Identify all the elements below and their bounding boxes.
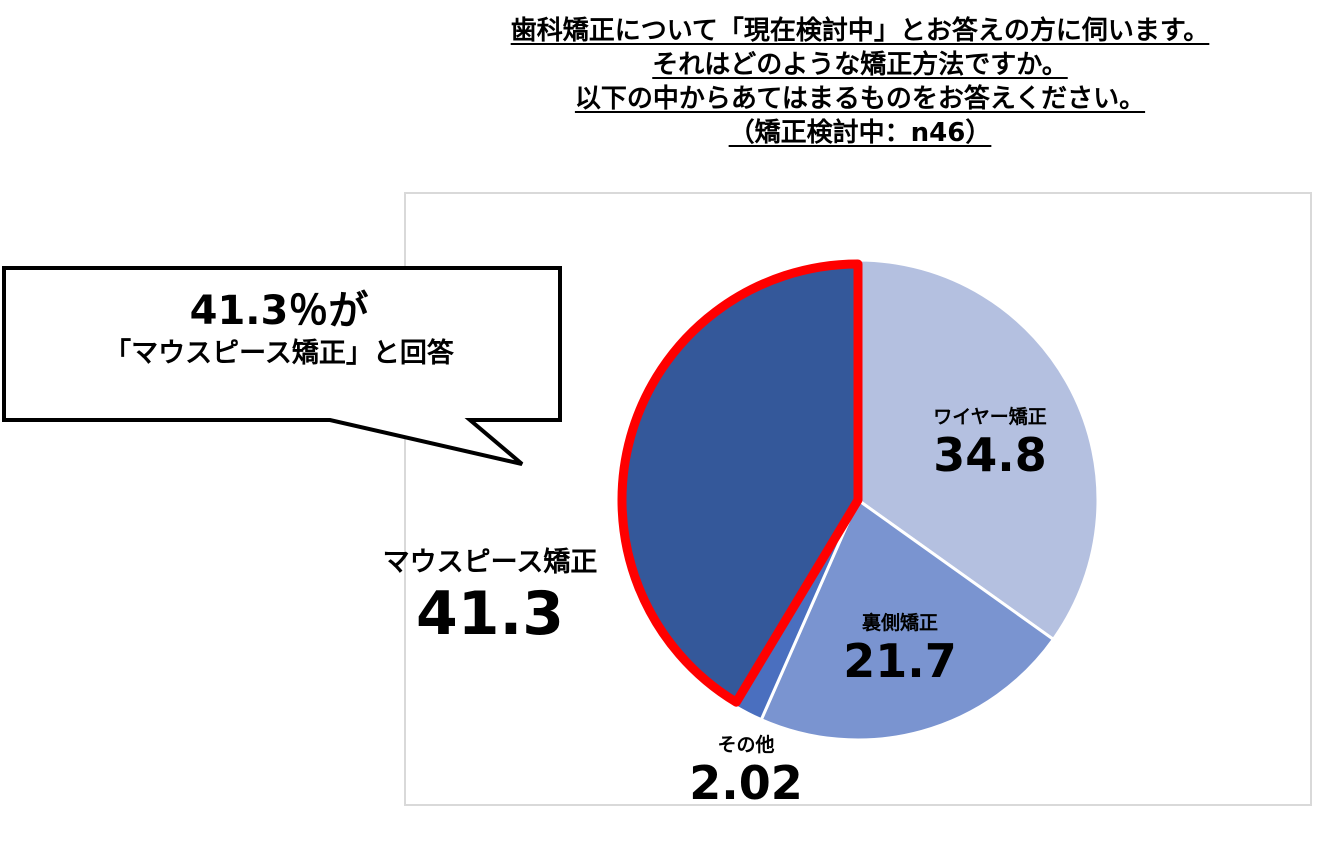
title-line: 歯科矯正について「現在検討中」とお答えの方に伺います。 xyxy=(510,16,1210,46)
pie-slice-wire xyxy=(856,258,1100,642)
callout-subline: 「マウスピース矯正」と回答 xyxy=(104,338,454,369)
highlight-outline xyxy=(617,259,863,707)
title-line: 以下の中からあてはまるものをお答えください。 xyxy=(574,84,1146,114)
callout-headline: 41.3％が xyxy=(189,288,369,334)
chart-area xyxy=(404,192,1312,806)
title-line: それはどのような矯正方法ですか。 xyxy=(652,50,1068,80)
slice-label-wire: ワイヤー矯正 34.8 xyxy=(933,406,1047,482)
pie-slice-lingual xyxy=(759,497,1056,742)
callout-bubble xyxy=(2,266,562,466)
callout-shape xyxy=(2,266,562,466)
slice-label-mouthpiece: マウスピース矯正 41.3 xyxy=(382,547,598,649)
callout-text: 41.3％が 「マウスピース矯正」と回答 xyxy=(4,286,554,372)
slice-label-other: その他 2.02 xyxy=(689,734,803,810)
title-line: （矯正検討中：n46） xyxy=(728,118,992,148)
slice-label-lingual: 裏側矯正 21.7 xyxy=(843,612,957,688)
chart-title: 歯科矯正について「現在検討中」とお答えの方に伺います。 それはどのような矯正方法… xyxy=(420,14,1300,150)
